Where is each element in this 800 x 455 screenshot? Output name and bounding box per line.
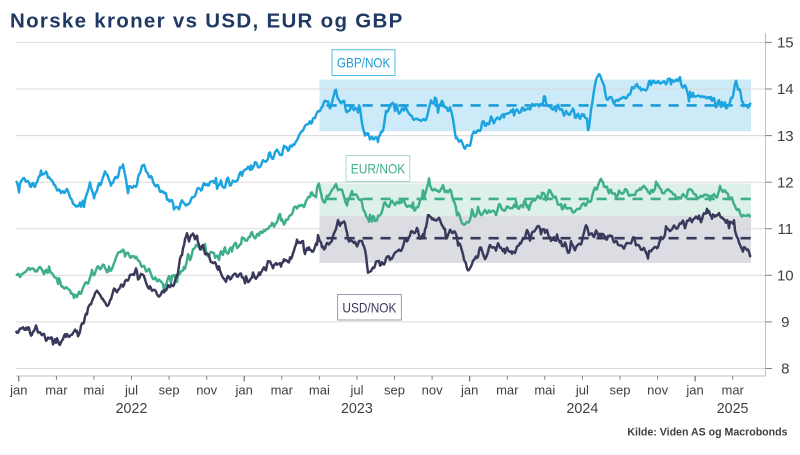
- svg-text:USD/NOK: USD/NOK: [342, 300, 397, 316]
- svg-text:nov: nov: [196, 383, 217, 398]
- svg-text:EUR/NOK: EUR/NOK: [351, 161, 406, 177]
- svg-text:10: 10: [777, 268, 794, 285]
- svg-text:jul: jul: [349, 383, 363, 398]
- svg-text:2025: 2025: [717, 401, 749, 417]
- svg-text:mai: mai: [534, 383, 555, 398]
- svg-text:11: 11: [778, 221, 794, 238]
- svg-text:jan: jan: [460, 383, 478, 398]
- svg-text:13: 13: [777, 128, 794, 145]
- svg-text:sep: sep: [610, 383, 631, 398]
- svg-text:mai: mai: [309, 383, 330, 398]
- svg-text:jul: jul: [124, 383, 138, 398]
- svg-text:jan: jan: [9, 383, 27, 398]
- svg-text:mar: mar: [271, 383, 294, 398]
- svg-text:mar: mar: [45, 383, 68, 398]
- svg-text:14: 14: [777, 81, 794, 98]
- svg-text:jan: jan: [685, 383, 703, 398]
- svg-text:mar: mar: [722, 383, 745, 398]
- svg-text:nov: nov: [647, 383, 668, 398]
- svg-text:2023: 2023: [341, 401, 373, 417]
- svg-text:jan: jan: [235, 383, 253, 398]
- svg-text:nov: nov: [422, 383, 443, 398]
- svg-text:mar: mar: [496, 383, 519, 398]
- svg-text:Norske kroner vs USD, EUR og G: Norske kroner vs USD, EUR og GBP: [10, 10, 404, 33]
- svg-text:Kilde: Viden AS og Macrobonds: Kilde: Viden AS og Macrobonds: [627, 426, 787, 438]
- svg-text:2024: 2024: [566, 401, 598, 417]
- svg-text:sep: sep: [384, 383, 405, 398]
- svg-text:9: 9: [781, 314, 789, 331]
- svg-text:sep: sep: [159, 383, 180, 398]
- svg-text:15: 15: [777, 35, 794, 52]
- svg-text:mai: mai: [83, 383, 104, 398]
- svg-text:jul: jul: [575, 383, 589, 398]
- svg-text:GBP/NOK: GBP/NOK: [337, 55, 391, 71]
- svg-text:12: 12: [777, 174, 794, 191]
- svg-text:8: 8: [781, 361, 789, 378]
- svg-text:2022: 2022: [116, 401, 148, 417]
